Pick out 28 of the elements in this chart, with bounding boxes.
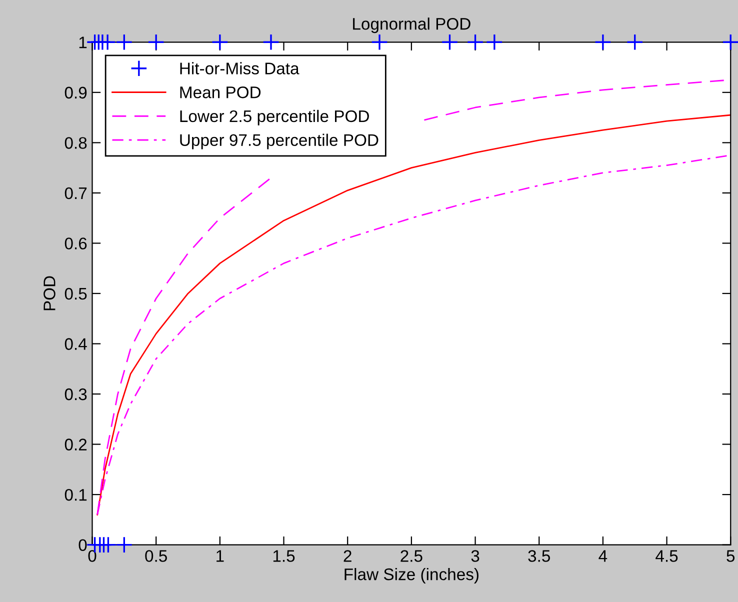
y-tick-label: 0.6 [64,238,87,250]
x-tick-label: 3 [471,550,480,562]
y-tick-label: 0.9 [64,86,87,99]
x-tick-label: 1 [216,550,224,562]
y-tick-label: 0.2 [64,438,87,450]
legend-label: Mean POD [180,86,261,98]
y-tick-label: 0.1 [64,488,87,501]
x-tick-label: 5 [726,550,735,562]
y-tick-label: 0.5 [64,288,87,300]
legend-label: Hit-or-Miss Data [180,62,300,74]
x-tick-label: 3.5 [528,550,550,562]
x-tick-label: 2 [344,550,352,562]
legend-label: Lower 2.5 percentile POD [180,110,369,126]
x-axis-title: Flaw Size (inches) [344,568,478,584]
x-tick-label: 4.5 [656,550,678,562]
y-tick-label: 0.3 [64,388,87,400]
y-tick-label: 0.7 [64,187,87,200]
x-tick-label: 2.5 [400,550,422,562]
x-tick-label: 1.5 [273,550,295,562]
y-tick-label: 0 [78,539,87,552]
legend-label: Upper 97.5 percentile POD [180,134,378,150]
x-tick-label: 4 [598,550,608,562]
y-tick-label: 1 [79,36,87,48]
y-axis-title: POD [44,276,56,310]
x-tick-label: 0.5 [145,550,167,562]
y-tick-label: 0.4 [64,338,87,350]
y-tick-label: 0.8 [64,137,87,149]
chart-title: Lognormal POD [353,18,470,34]
